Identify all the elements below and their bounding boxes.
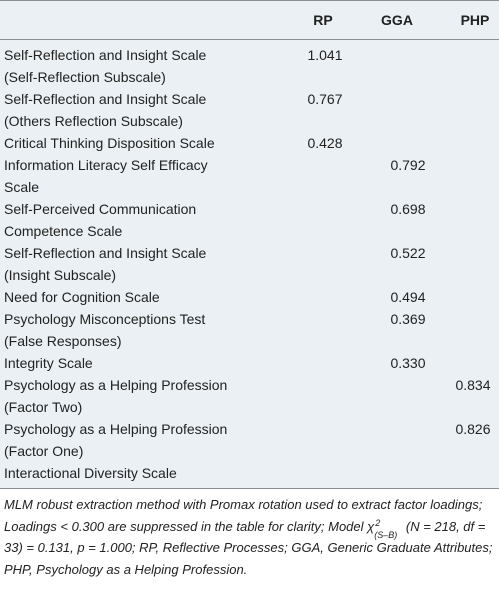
row-label-line: (Factor One) [4, 443, 84, 459]
table-row: Self-Perceived Communication Competence S… [0, 198, 499, 242]
table-row: Information Literacy Self Efficacy Scale 0… [0, 154, 499, 198]
loading-gga: 0.792 [390, 157, 426, 173]
row-label-line: Psychology Misconceptions Test [4, 311, 206, 327]
column-header-gga: GGA [381, 12, 413, 28]
row-label-line: Self-Reflection and Insight Scale [4, 91, 207, 107]
table-footnote: MLM robust extraction method with Promax… [4, 494, 496, 580]
column-header-php: PHP [460, 12, 490, 28]
table-bottom-rule [0, 488, 499, 489]
loading-gga: 0.330 [390, 355, 426, 371]
row-label-line: Critical Thinking Disposition Scale [4, 135, 215, 151]
row-label-line: Self-Perceived Communication [4, 201, 197, 217]
row-label: Critical Thinking Disposition Scale [0, 132, 290, 154]
table-row: Psychology as a Helping Profession (Facto… [0, 374, 499, 418]
row-label-line: Integrity Scale [4, 355, 93, 371]
row-label: Need for Cognition Scale [0, 286, 290, 308]
table-row: Interactional Diversity Scale [0, 462, 499, 484]
chi-superscript: 2 [375, 517, 381, 528]
loading-php: 0.834 [455, 377, 491, 393]
table-rows: Self-Reflection and Insight Scale (Self-R… [0, 44, 499, 484]
row-label-line: Information Literacy Self Efficacy [4, 157, 208, 173]
row-label-line: (Factor Two) [4, 399, 83, 415]
row-label: Self-Perceived Communication Competence S… [0, 198, 290, 242]
table-row: Self-Reflection and Insight Scale (Others… [0, 88, 499, 132]
table-body-area: RP GGA PHP Self-Reflection and Insight S… [0, 0, 499, 489]
chi-subscript: (S–B) [374, 529, 398, 540]
row-label-line: (Insight Subscale) [4, 267, 117, 283]
footnote-part-1: MLM robust extraction method with Promax… [4, 497, 483, 534]
row-label-line: Interactional Diversity Scale [4, 465, 177, 481]
row-label-line: Psychology as a Helping Profession [4, 421, 228, 437]
table-header-rule [0, 39, 499, 40]
row-label: Psychology Misconceptions Test (False Res… [0, 308, 290, 352]
loading-gga: 0.522 [390, 245, 426, 261]
loading-gga: 0.369 [390, 311, 426, 327]
row-label-line: Scale [4, 179, 40, 195]
table-row: Self-Reflection and Insight Scale (Insigh… [0, 242, 499, 286]
chi-square-symbol: χ 2 (S–B) [367, 518, 402, 540]
row-label: Interactional Diversity Scale [0, 462, 290, 484]
row-label: Self-Reflection and Insight Scale (Others… [0, 88, 290, 132]
row-label: Psychology as a Helping Profession (Facto… [0, 418, 290, 462]
row-label-line: Self-Reflection and Insight Scale [4, 47, 207, 63]
loading-rp: 1.041 [307, 47, 343, 63]
row-label-line: Psychology as a Helping Profession [4, 377, 228, 393]
row-label-line: Need for Cognition Scale [4, 289, 160, 305]
loading-gga: 0.494 [390, 289, 426, 305]
table-row: Integrity Scale 0.330 [0, 352, 499, 374]
table-row: Need for Cognition Scale 0.494 [0, 286, 499, 308]
loading-rp: 0.428 [307, 135, 343, 151]
row-label-line: Self-Reflection and Insight Scale [4, 245, 207, 261]
row-label: Information Literacy Self Efficacy Scale [0, 154, 290, 198]
row-label-line: Competence Scale [4, 223, 123, 239]
row-label: Self-Reflection and Insight Scale (Self-R… [0, 44, 290, 88]
row-label-line: (False Responses) [4, 333, 122, 349]
table-row: Psychology Misconceptions Test (False Res… [0, 308, 499, 352]
loading-rp: 0.767 [307, 91, 343, 107]
row-label: Self-Reflection and Insight Scale (Insigh… [0, 242, 290, 286]
loading-php: 0.826 [455, 421, 491, 437]
row-label: Psychology as a Helping Profession (Facto… [0, 374, 290, 418]
chi-letter: χ [367, 518, 375, 534]
column-header-rp: RP [313, 12, 333, 28]
footnote-part-2: (N = 218, df = 33) = 0.131, p = 1.000; R… [4, 518, 493, 577]
table-row: Psychology as a Helping Profession (Facto… [0, 418, 499, 462]
loading-gga: 0.698 [390, 201, 426, 217]
table-row: Self-Reflection and Insight Scale (Self-R… [0, 44, 499, 88]
row-label-line: (Self-Reflection Subscale) [4, 69, 166, 85]
row-label: Integrity Scale [0, 352, 290, 374]
table-top-rule [0, 0, 499, 1]
row-label-line: (Others Reflection Subscale) [4, 113, 183, 129]
table-row: Critical Thinking Disposition Scale 0.428 [0, 132, 499, 154]
